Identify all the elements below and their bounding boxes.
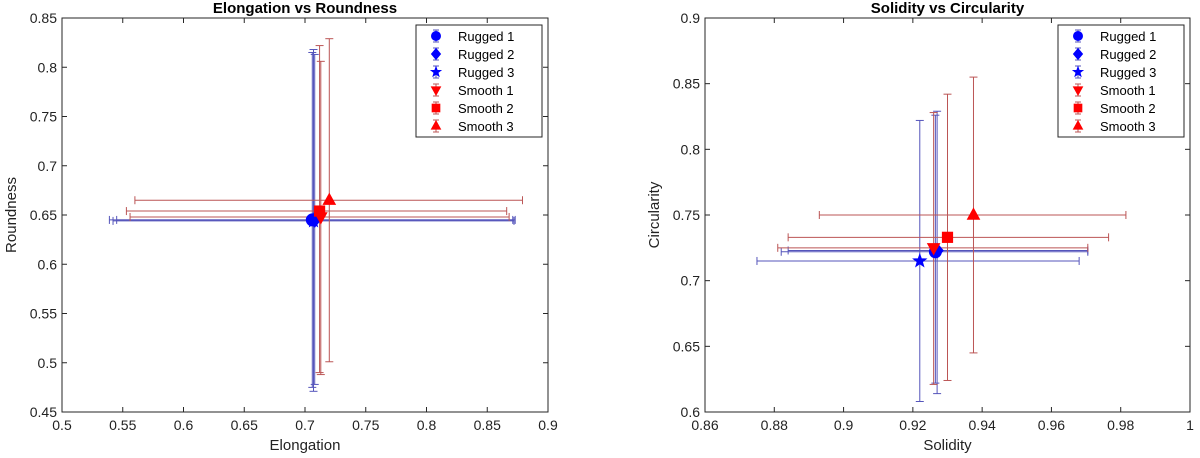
x-tick-label: 0.96	[1038, 417, 1065, 433]
x-tick-label: 0.94	[969, 417, 996, 433]
data-point-smooth-3	[322, 192, 337, 205]
x-axis-label: Solidity	[923, 437, 972, 454]
legend-entry: Rugged 1	[458, 29, 514, 44]
x-tick-label: 0.86	[691, 417, 718, 433]
legend-entry: Rugged 3	[1100, 65, 1156, 80]
x-tick-label: 0.55	[109, 417, 136, 433]
x-tick-label: 0.88	[761, 417, 788, 433]
chart-title: Elongation vs Roundness	[213, 0, 397, 17]
y-tick-label: 0.65	[30, 207, 57, 223]
y-tick-label: 0.6	[681, 404, 701, 420]
y-tick-label: 0.6	[38, 256, 58, 272]
x-tick-label: 0.98	[1107, 417, 1134, 433]
y-axis-label: Circularity	[646, 181, 663, 248]
y-tick-label: 0.7	[38, 158, 58, 174]
y-tick-label: 0.85	[673, 76, 700, 92]
x-tick-label: 0.85	[474, 417, 501, 433]
legend-marker	[1071, 65, 1085, 78]
chart-title: Solidity vs Circularity	[871, 0, 1025, 17]
legend-entry: Smooth 3	[458, 119, 514, 134]
legend-marker	[1072, 120, 1084, 130]
data-point-rugged-3	[912, 252, 928, 268]
legend-marker	[431, 31, 441, 41]
legend-marker	[431, 103, 441, 113]
legend-entry: Smooth 2	[1100, 101, 1156, 116]
legend-entry: Smooth 1	[1100, 83, 1156, 98]
legend-entry: Smooth 2	[458, 101, 514, 116]
legend-marker	[1073, 103, 1083, 113]
x-tick-label: 0.7	[295, 417, 315, 433]
data-point-smooth-1	[926, 243, 941, 256]
y-tick-label: 0.8	[681, 141, 701, 157]
y-tick-label: 0.75	[30, 109, 57, 125]
legend-entry: Smooth 1	[458, 83, 514, 98]
y-axis-label: Roundness	[3, 177, 20, 253]
y-tick-label: 0.85	[30, 10, 57, 26]
y-tick-label: 0.45	[30, 404, 57, 420]
legend: Rugged 1 Rugged 2 Rugged 3 Smooth 1 Smooth 2…	[415, 24, 543, 138]
y-tick-label: 0.65	[673, 338, 700, 354]
chart-2: Solidity vs Circularity 0.86 0.88 0.9 0.92 0.…	[646, 0, 1194, 454]
x-tick-label: 0.65	[231, 417, 258, 433]
y-tick-label: 0.7	[681, 273, 701, 289]
x-tick-label: 0.5	[52, 417, 72, 433]
data-point-smooth-3	[966, 207, 981, 220]
legend-marker	[430, 47, 442, 61]
legend-box	[1057, 24, 1185, 138]
legend-marker	[1073, 31, 1083, 41]
x-tick-label: 0.8	[417, 417, 437, 433]
legend-entry: Rugged 2	[458, 47, 514, 62]
legend-entry: Smooth 3	[1100, 119, 1156, 134]
legend-marker	[430, 120, 442, 130]
legend-entry: Rugged 2	[1100, 47, 1156, 62]
legend-entry: Rugged 3	[458, 65, 514, 80]
chart-1: Elongation vs Roundness 0.5 0.55 0.6 0.65 0.7…	[3, 0, 558, 454]
y-tick-label: 0.5	[38, 355, 58, 371]
y-tick-label: 0.9	[681, 10, 701, 26]
x-axis-label: Elongation	[270, 437, 341, 454]
legend-marker	[430, 86, 442, 96]
y-tick-label: 0.8	[38, 59, 58, 75]
legend-marker	[1072, 86, 1084, 96]
x-tick-label: 0.6	[174, 417, 194, 433]
x-tick-label: 0.9	[538, 417, 558, 433]
legend-marker	[1072, 47, 1084, 61]
legend-marker	[429, 65, 443, 78]
data-point-smooth-2	[313, 205, 326, 217]
legend-entry: Rugged 1	[1100, 29, 1156, 44]
y-tick-label: 0.75	[673, 207, 700, 223]
y-tick-label: 0.55	[30, 306, 57, 322]
data-point-smooth-2	[941, 231, 954, 243]
legend-box	[415, 24, 543, 138]
x-tick-label: 0.9	[834, 417, 854, 433]
x-tick-label: 0.75	[352, 417, 379, 433]
x-tick-label: 0.92	[899, 417, 926, 433]
x-tick-label: 1	[1186, 417, 1194, 433]
legend: Rugged 1 Rugged 2 Rugged 3 Smooth 1 Smooth 2…	[1057, 24, 1185, 138]
